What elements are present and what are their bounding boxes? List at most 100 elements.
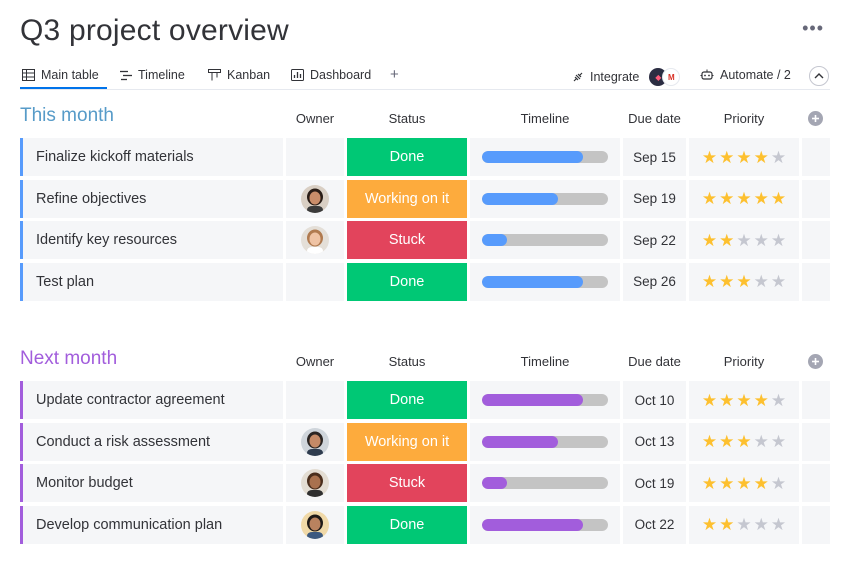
timeline-cell[interactable] bbox=[470, 138, 620, 176]
due-date-cell[interactable]: Sep 22 bbox=[623, 221, 686, 259]
status-cell[interactable]: Stuck bbox=[347, 221, 467, 259]
column-header-owner[interactable]: Owner bbox=[295, 354, 335, 369]
column-header-priority[interactable]: Priority bbox=[723, 111, 765, 126]
star-icon[interactable]: ★ bbox=[719, 189, 735, 208]
star-icon[interactable]: ★ bbox=[701, 147, 718, 167]
priority-rating[interactable]: ★ ★ ★ ★ ★ bbox=[689, 221, 799, 259]
item-name-cell[interactable]: Monitor budget bbox=[20, 464, 283, 502]
owner-cell[interactable] bbox=[286, 179, 344, 218]
item-name-cell[interactable]: Identify key resources bbox=[20, 221, 283, 259]
group-title[interactable]: This month bbox=[20, 105, 114, 126]
add-column-button[interactable] bbox=[808, 354, 823, 369]
star-icon[interactable]: ★ bbox=[753, 272, 769, 291]
star-icon[interactable]: ★ bbox=[719, 272, 735, 291]
due-date-cell[interactable]: Oct 10 bbox=[623, 381, 686, 419]
table-row[interactable]: Conduct a risk assessment Working on it Oc… bbox=[20, 422, 830, 461]
tab-timeline[interactable]: Timeline bbox=[120, 68, 185, 82]
column-header-priority[interactable]: Priority bbox=[723, 354, 765, 369]
column-header-due-date[interactable]: Due date bbox=[628, 111, 681, 126]
status-cell[interactable]: Done bbox=[347, 138, 467, 176]
star-icon[interactable]: ★ bbox=[753, 189, 769, 208]
timeline-cell[interactable] bbox=[470, 505, 620, 544]
avatar[interactable] bbox=[301, 469, 329, 497]
item-name-cell[interactable]: Refine objectives bbox=[20, 179, 283, 218]
timeline-cell[interactable] bbox=[470, 464, 620, 502]
table-row[interactable]: Develop communication plan Done Oct 22 ★ ★ ★ ★… bbox=[20, 505, 830, 544]
star-icon[interactable]: ★ bbox=[701, 432, 718, 451]
status-cell[interactable]: Done bbox=[347, 381, 467, 419]
due-date-cell[interactable]: Sep 26 bbox=[623, 262, 686, 301]
star-icon[interactable]: ★ bbox=[736, 515, 752, 534]
column-header-timeline[interactable]: Timeline bbox=[520, 111, 570, 126]
star-icon[interactable]: ★ bbox=[736, 189, 752, 208]
timeline-cell[interactable] bbox=[470, 381, 620, 419]
table-row[interactable]: Finalize kickoff materials Done Sep 15 ★ ★ ★ ★… bbox=[20, 138, 830, 176]
status-cell[interactable]: Done bbox=[347, 505, 467, 544]
star-icon[interactable]: ★ bbox=[719, 147, 735, 167]
star-icon[interactable]: ★ bbox=[701, 230, 718, 250]
due-date-cell[interactable]: Oct 13 bbox=[623, 422, 686, 461]
due-date-cell[interactable]: Oct 22 bbox=[623, 505, 686, 544]
timeline-cell[interactable] bbox=[470, 422, 620, 461]
group-title[interactable]: Next month bbox=[20, 348, 118, 369]
table-row[interactable]: Refine objectives Working on it Sep 19 ★ ★ ★ ★… bbox=[20, 179, 830, 218]
item-name-cell[interactable]: Conduct a risk assessment bbox=[20, 422, 283, 461]
star-icon[interactable]: ★ bbox=[701, 272, 718, 291]
avatar[interactable] bbox=[301, 184, 329, 213]
item-name-cell[interactable]: Finalize kickoff materials bbox=[20, 138, 283, 176]
status-cell[interactable]: Stuck bbox=[347, 464, 467, 502]
owner-cell[interactable] bbox=[286, 381, 344, 419]
star-icon[interactable]: ★ bbox=[753, 230, 769, 250]
item-name-cell[interactable]: Test plan bbox=[20, 262, 283, 301]
star-icon[interactable]: ★ bbox=[701, 390, 718, 410]
column-header-due-date[interactable]: Due date bbox=[628, 354, 681, 369]
star-icon[interactable]: ★ bbox=[719, 473, 735, 493]
automate-button[interactable]: Automate / 2 bbox=[700, 68, 791, 82]
more-options-icon[interactable]: ••• bbox=[802, 18, 824, 38]
timeline-cell[interactable] bbox=[470, 179, 620, 218]
star-icon[interactable]: ★ bbox=[753, 473, 769, 493]
star-icon[interactable]: ★ bbox=[753, 432, 769, 451]
star-icon[interactable]: ★ bbox=[719, 230, 735, 250]
star-icon[interactable]: ★ bbox=[753, 147, 769, 167]
star-icon[interactable]: ★ bbox=[701, 473, 718, 493]
star-icon[interactable]: ★ bbox=[770, 432, 787, 451]
due-date-cell[interactable]: Sep 19 bbox=[623, 179, 686, 218]
star-icon[interactable]: ★ bbox=[753, 390, 769, 410]
priority-rating[interactable]: ★ ★ ★ ★ ★ bbox=[689, 262, 799, 301]
column-header-status[interactable]: Status bbox=[388, 354, 426, 369]
table-row[interactable]: Identify key resources Stuck Sep 22 ★ ★ ★ ★ ★ bbox=[20, 221, 830, 259]
owner-cell[interactable] bbox=[286, 262, 344, 301]
owner-cell[interactable] bbox=[286, 221, 344, 259]
table-row[interactable]: Update contractor agreement Done Oct 10 ★ ★ ★… bbox=[20, 381, 830, 419]
tab-kanban[interactable]: Kanban bbox=[208, 68, 270, 82]
integrate-button[interactable]: Integrate ◆ M bbox=[572, 68, 681, 86]
due-date-cell[interactable]: Oct 19 bbox=[623, 464, 686, 502]
table-row[interactable]: Test plan Done Sep 26 ★ ★ ★ ★ ★ bbox=[20, 262, 830, 301]
star-icon[interactable]: ★ bbox=[736, 147, 752, 167]
column-header-owner[interactable]: Owner bbox=[295, 111, 335, 126]
avatar[interactable] bbox=[301, 427, 329, 456]
item-name-cell[interactable]: Update contractor agreement bbox=[20, 381, 283, 419]
star-icon[interactable]: ★ bbox=[770, 390, 787, 410]
timeline-cell[interactable] bbox=[470, 221, 620, 259]
priority-rating[interactable]: ★ ★ ★ ★ ★ bbox=[689, 505, 799, 544]
priority-rating[interactable]: ★ ★ ★ ★ ★ bbox=[689, 138, 799, 176]
star-icon[interactable]: ★ bbox=[736, 230, 752, 250]
star-icon[interactable]: ★ bbox=[736, 432, 752, 451]
add-column-button[interactable] bbox=[808, 111, 823, 126]
priority-rating[interactable]: ★ ★ ★ ★ ★ bbox=[689, 464, 799, 502]
collapse-header-button[interactable] bbox=[809, 66, 829, 86]
status-cell[interactable]: Working on it bbox=[347, 179, 467, 218]
star-icon[interactable]: ★ bbox=[753, 515, 769, 534]
item-name-cell[interactable]: Develop communication plan bbox=[20, 505, 283, 544]
tab-main-table[interactable]: Main table bbox=[20, 68, 107, 89]
tab-dashboard[interactable]: Dashboard bbox=[291, 68, 371, 82]
star-icon[interactable]: ★ bbox=[770, 230, 787, 250]
star-icon[interactable]: ★ bbox=[736, 390, 752, 410]
star-icon[interactable]: ★ bbox=[736, 272, 752, 291]
owner-cell[interactable] bbox=[286, 505, 344, 544]
table-row[interactable]: Monitor budget Stuck Oct 19 ★ ★ ★ ★ ★ bbox=[20, 464, 830, 502]
star-icon[interactable]: ★ bbox=[770, 515, 787, 534]
avatar[interactable] bbox=[301, 510, 329, 539]
